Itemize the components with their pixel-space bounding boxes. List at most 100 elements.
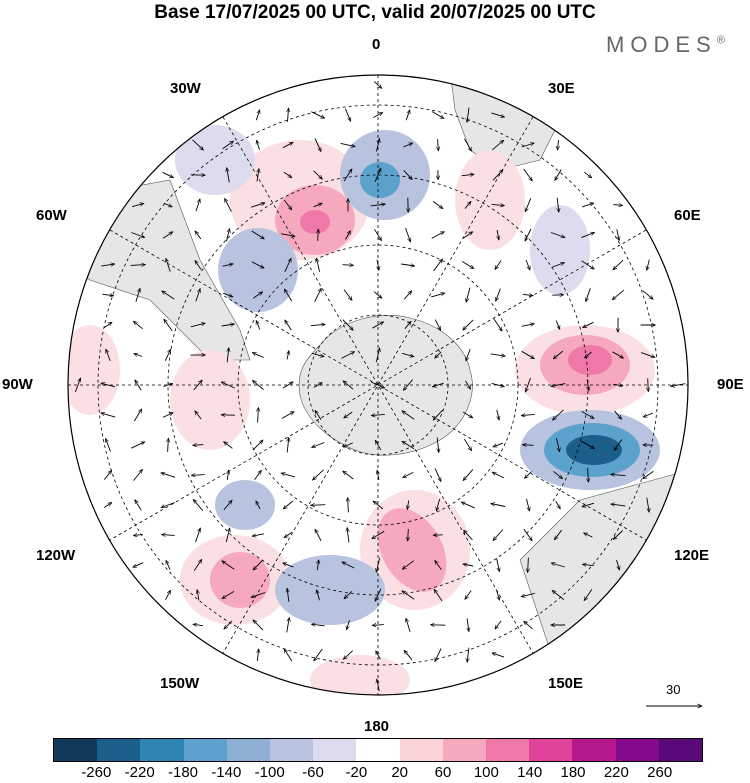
wind-vectors <box>74 81 686 692</box>
lon-label-0: 0 <box>372 36 381 53</box>
wind-vector <box>282 141 293 149</box>
wind-vector <box>434 468 442 481</box>
wind-vector <box>133 534 143 535</box>
wind-vector <box>525 471 532 479</box>
wind-vector <box>316 258 321 272</box>
wind-vector <box>377 679 380 692</box>
wind-vector <box>313 383 322 388</box>
legend-swatch <box>658 739 703 761</box>
wind-vector <box>491 382 505 386</box>
wind-vector <box>254 470 262 481</box>
wind-vector <box>222 264 233 266</box>
wind-vector <box>223 500 232 511</box>
wind-vector <box>401 352 414 356</box>
wind-vector <box>612 351 624 358</box>
wind-vector <box>492 471 505 479</box>
wind-vector <box>374 168 382 182</box>
wind-vector <box>313 202 323 208</box>
reference-vector-value: 30 <box>666 682 681 697</box>
wind-vector <box>524 621 533 630</box>
wind-vector <box>371 381 385 389</box>
wind-vector <box>342 561 355 569</box>
wind-vector <box>283 500 294 509</box>
wind-vector <box>647 259 650 271</box>
wind-vector <box>280 233 295 237</box>
wind-vector <box>616 559 620 570</box>
legend-tick-label: 260 <box>647 764 673 781</box>
wind-vector <box>195 231 202 240</box>
wind-vector <box>463 319 474 330</box>
wind-vector <box>312 442 325 448</box>
wind-vector <box>375 651 381 660</box>
wind-vector <box>165 560 171 570</box>
wind-vector <box>227 470 228 480</box>
legend-tick-label: 180 <box>560 764 586 781</box>
wind-vector <box>252 380 264 390</box>
wind-vector <box>287 588 289 602</box>
wind-vector <box>284 649 293 662</box>
wind-vector <box>553 470 562 478</box>
wind-vector <box>224 620 233 629</box>
wind-vector <box>402 441 415 450</box>
wind-vector <box>288 108 289 122</box>
wind-vector <box>222 591 235 598</box>
wind-vector <box>131 441 145 449</box>
lon-label-60w: 60W <box>36 207 67 224</box>
lon-label-30w: 30W <box>170 80 201 97</box>
wind-vector <box>343 169 352 182</box>
wind-vector <box>584 589 593 600</box>
wind-vector <box>133 469 143 481</box>
wind-vector <box>133 562 144 568</box>
wind-vector <box>586 288 591 301</box>
wind-vector <box>402 411 415 420</box>
wind-vector <box>74 378 80 393</box>
legend-swatch <box>529 739 573 761</box>
wind-vector <box>433 259 443 272</box>
wind-vector <box>523 168 533 181</box>
wind-vector <box>253 620 264 631</box>
wind-vector <box>317 590 320 601</box>
wind-vector <box>583 321 594 329</box>
wind-vector <box>283 563 294 568</box>
wind-vector <box>431 111 444 119</box>
wind-vector <box>192 139 204 150</box>
wind-vector <box>497 229 499 240</box>
wind-vector <box>553 350 564 359</box>
wind-vector <box>225 528 229 543</box>
lon-label-180: 180 <box>364 718 390 735</box>
wind-vector <box>342 319 353 331</box>
wind-vector <box>106 349 111 362</box>
legend-tick-label: 20 <box>391 764 408 781</box>
wind-vector <box>313 469 324 480</box>
wind-vector <box>525 259 530 270</box>
wind-vector <box>284 258 292 272</box>
legend-tick-label: -60 <box>302 764 324 781</box>
wind-vector <box>283 171 292 177</box>
wind-vector <box>133 321 143 330</box>
wind-vector <box>101 413 116 418</box>
wind-vector <box>372 530 385 538</box>
wind-vector <box>286 618 290 633</box>
wind-vector <box>611 474 626 475</box>
wind-vector <box>581 232 594 239</box>
wind-vector <box>614 439 623 451</box>
wind-vector <box>162 232 173 239</box>
wind-vector <box>555 320 560 330</box>
wind-vector <box>492 653 505 658</box>
wind-vector <box>257 169 259 182</box>
wind-vector <box>643 470 654 479</box>
wind-vector <box>376 557 381 573</box>
wind-vector <box>432 382 444 387</box>
wind-vector <box>611 504 626 506</box>
wind-vector <box>193 499 204 511</box>
wind-vector <box>490 354 506 356</box>
wind-vector <box>314 138 322 152</box>
lon-label-90e: 90E <box>717 376 744 393</box>
wind-vector <box>227 168 230 183</box>
wind-vector <box>375 348 379 363</box>
wind-vector <box>613 530 624 540</box>
wind-vector <box>613 384 623 386</box>
lon-label-150w: 150W <box>160 675 200 692</box>
color-legend <box>53 738 703 762</box>
wind-vector <box>493 529 504 541</box>
